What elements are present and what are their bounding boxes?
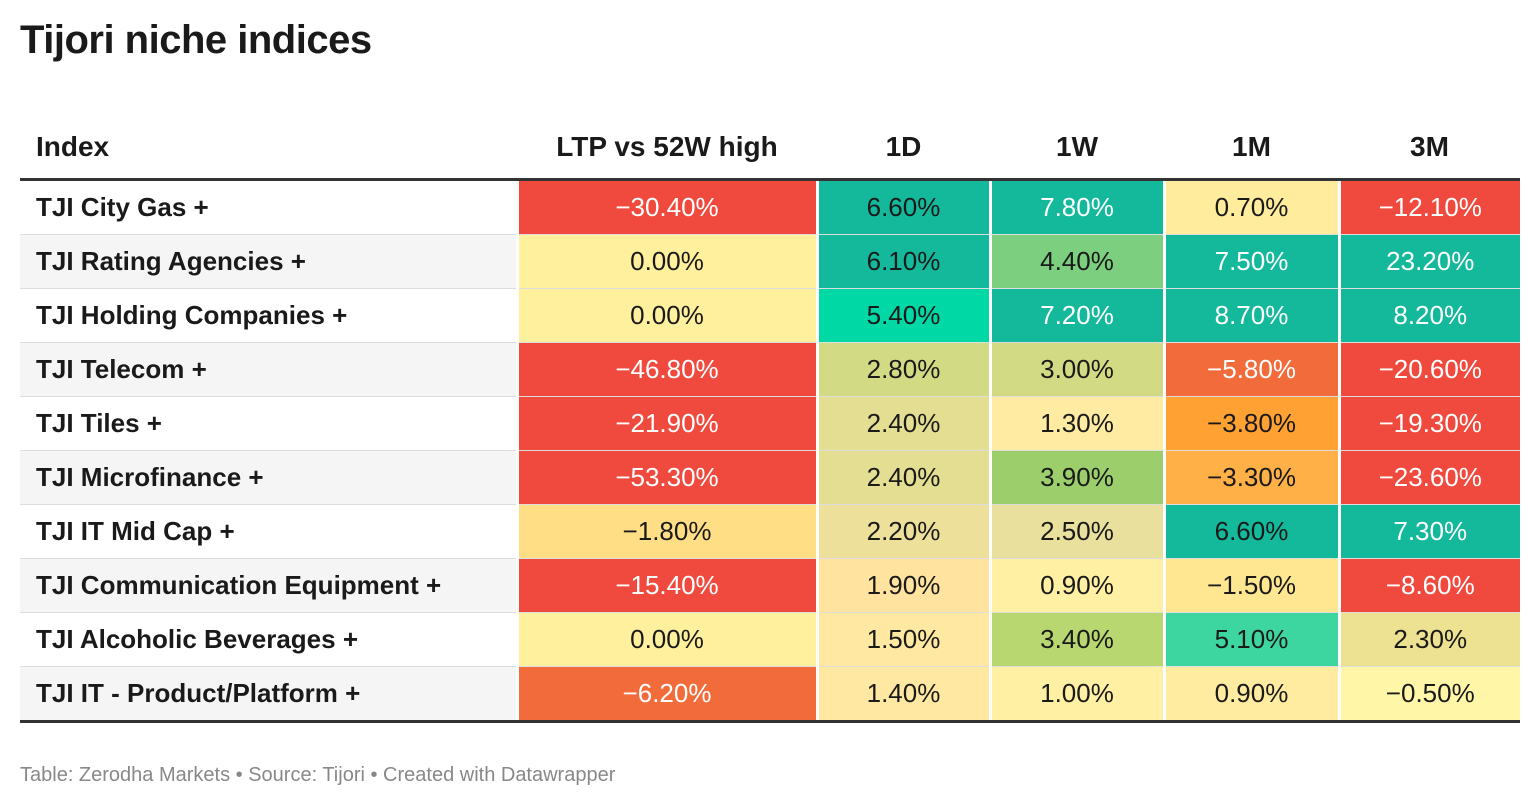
value-cell: 5.40%	[815, 288, 990, 343]
value-cell: −30.40%	[515, 179, 817, 235]
value-cell: 6.60%	[815, 179, 990, 235]
table-body: TJI City Gas + −30.40% 6.60% 7.80% 0.70% −12.…	[20, 179, 1520, 723]
value-cell: −23.60%	[1337, 450, 1520, 505]
footer-credits: Table: Zerodha Markets • Source: Tijori …	[20, 764, 616, 786]
index-name-cell: TJI Holding Companies +	[20, 288, 517, 343]
index-name-cell: TJI Telecom +	[20, 342, 517, 397]
table-row: TJI Tiles + −21.90% 2.40% 1.30% −3.80% −19.30…	[20, 396, 1520, 451]
value-cell: 6.60%	[1162, 504, 1339, 559]
value-cell: 3.00%	[988, 342, 1164, 397]
value-cell: 6.10%	[815, 234, 990, 289]
value-cell: 0.00%	[515, 612, 817, 667]
value-cell: 3.40%	[988, 612, 1164, 667]
value-cell: 7.20%	[988, 288, 1164, 343]
table-row: TJI Rating Agencies +0.00% 6.10% 4.40% 7.50…	[20, 234, 1520, 289]
value-cell: 2.40%	[815, 450, 990, 505]
header-row: Index LTP vs 52W high 1D 1W 1M 3M	[20, 116, 1520, 181]
table-row: TJI Telecom + −46.80% 2.80% 3.00% −5.80% −20.…	[20, 342, 1520, 397]
value-cell: 1.30%	[988, 396, 1164, 451]
value-cell: −5.80%	[1162, 342, 1339, 397]
value-cell: 7.30%	[1337, 504, 1520, 559]
table-row: TJI Microfinance + −53.30% 2.40% 3.90% −3.30…	[20, 450, 1520, 505]
value-cell: 5.10%	[1162, 612, 1339, 667]
value-cell: 0.00%	[515, 234, 817, 289]
value-cell: 3.90%	[988, 450, 1164, 505]
value-cell: −0.50%	[1337, 666, 1520, 723]
value-cell: 2.40%	[815, 396, 990, 451]
value-cell: 2.20%	[815, 504, 990, 559]
column-header-1m[interactable]: 1M	[1164, 116, 1339, 181]
chart-title: Tijori niche indices	[20, 18, 372, 62]
index-name-cell: TJI Rating Agencies +	[20, 234, 517, 289]
index-name-cell: TJI IT - Product/Platform +	[20, 666, 517, 723]
value-cell: −6.20%	[515, 666, 817, 723]
value-cell: 8.70%	[1162, 288, 1339, 343]
index-name-cell: TJI City Gas +	[36, 192, 209, 222]
value-cell: −53.30%	[515, 450, 817, 505]
index-name-cell: TJI Tiles +	[20, 396, 517, 451]
value-cell: −19.30%	[1337, 396, 1520, 451]
column-header-index[interactable]: Index	[20, 116, 517, 181]
table-row: TJI IT Mid Cap + −1.80% 2.20% 2.50% 6.60% 7.3…	[20, 504, 1520, 559]
value-cell: −20.60%	[1337, 342, 1520, 397]
value-cell: 7.50%	[1162, 234, 1339, 289]
value-cell: 1.00%	[988, 666, 1164, 723]
value-cell: 2.30%	[1337, 612, 1520, 667]
value-cell: 0.00%	[515, 288, 817, 343]
indices-table: Index LTP vs 52W high 1D 1W 1M 3M TJI Ci…	[20, 116, 1520, 723]
value-cell: 0.90%	[1162, 666, 1339, 723]
value-cell: 1.40%	[815, 666, 990, 723]
value-cell: 0.70%	[1162, 179, 1339, 235]
value-cell: −3.30%	[1162, 450, 1339, 505]
value-cell: 4.40%	[988, 234, 1164, 289]
table-row: TJI IT - Product/Platform + −6.20% 1.40% 1.…	[20, 666, 1520, 723]
value-cell: −1.50%	[1162, 558, 1339, 613]
value-cell: −8.60%	[1337, 558, 1520, 613]
value-cell: 2.50%	[988, 504, 1164, 559]
value-cell: 1.90%	[815, 558, 990, 613]
value-cell: 23.20%	[1337, 234, 1520, 289]
index-name-cell: TJI Microfinance +	[20, 450, 517, 505]
index-name-cell: TJI Communication Equipment +	[20, 558, 517, 613]
value-cell: −46.80%	[515, 342, 817, 397]
value-cell: 8.20%	[1337, 288, 1520, 343]
value-cell: −1.80%	[515, 504, 817, 559]
table-row: TJI Communication Equipment + −15.40% 1.90…	[20, 558, 1520, 613]
table-row: TJI Alcoholic Beverages +0.00% 1.50% 3.40%…	[20, 612, 1520, 667]
column-header-1w[interactable]: 1W	[990, 116, 1164, 181]
value-cell: −21.90%	[515, 396, 817, 451]
index-name-cell: TJI Alcoholic Beverages +	[20, 612, 517, 667]
value-cell: 2.80%	[815, 342, 990, 397]
column-header-3m[interactable]: 3M	[1339, 116, 1520, 181]
value-cell: 7.80%	[988, 179, 1164, 235]
value-cell: −15.40%	[515, 558, 817, 613]
index-name-cell: TJI IT Mid Cap +	[20, 504, 517, 559]
value-cell: −12.10%	[1337, 179, 1520, 235]
table-row: TJI Holding Companies +0.00% 5.40% 7.20% 8.…	[20, 288, 1520, 343]
value-cell: 1.50%	[815, 612, 990, 667]
table-row: TJI City Gas + −30.40% 6.60% 7.80% 0.70% −12.…	[20, 179, 1520, 235]
value-cell: −3.80%	[1162, 396, 1339, 451]
value-cell: 0.90%	[988, 558, 1164, 613]
column-header-1d[interactable]: 1D	[817, 116, 990, 181]
column-header-ltp-vs-52w-high[interactable]: LTP vs 52W high	[517, 116, 817, 181]
